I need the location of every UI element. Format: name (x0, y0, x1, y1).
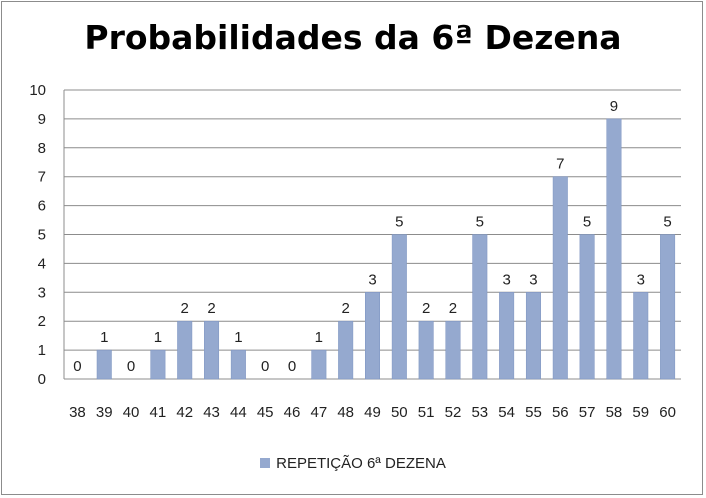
x-tick-label: 57 (579, 404, 596, 421)
x-tick-label: 40 (123, 404, 140, 421)
data-label: 9 (610, 98, 618, 115)
x-tick-label: 56 (552, 404, 569, 421)
data-label: 2 (181, 300, 189, 317)
data-labels: 0 1 0 1 2 2 1 0 0 1 2 3 5 2 2 5 3 3 7 5 9 3 5 (73, 98, 672, 375)
data-label: 3 (637, 271, 645, 288)
x-tick-label: 54 (498, 404, 515, 421)
legend: REPETIÇÃO 6ª DEZENA (0, 455, 706, 472)
x-tick-label: 47 (311, 404, 328, 421)
data-label: 7 (556, 156, 564, 173)
y-tick-label: 9 (38, 111, 46, 128)
bars (96, 118, 676, 380)
data-label: 0 (261, 358, 269, 375)
x-tick-label: 41 (150, 404, 167, 421)
x-axis-ticks: 38 39 40 41 42 43 44 45 46 47 48 49 50 51 52 53 54 55 56 57… (69, 404, 676, 421)
x-tick-label: 58 (606, 404, 623, 421)
bar (230, 349, 246, 380)
bar (418, 320, 434, 380)
bar (606, 118, 622, 380)
data-label: 0 (73, 358, 81, 375)
data-label: 1 (100, 329, 108, 346)
bar (96, 349, 112, 380)
bar (660, 234, 676, 380)
bar (552, 176, 568, 380)
data-label: 5 (583, 214, 591, 231)
x-tick-label: 53 (471, 404, 488, 421)
x-tick-label: 48 (337, 404, 354, 421)
x-tick-label: 55 (525, 404, 542, 421)
data-label: 2 (449, 300, 457, 317)
x-tick-label: 39 (96, 404, 113, 421)
y-tick-label: 2 (38, 313, 46, 330)
bar (525, 292, 541, 380)
bar (579, 234, 595, 380)
x-tick-label: 59 (632, 404, 649, 421)
data-label: 2 (207, 300, 215, 317)
x-tick-label: 52 (445, 404, 462, 421)
bar (472, 234, 488, 380)
data-label: 2 (422, 300, 430, 317)
x-tick-label: 45 (257, 404, 274, 421)
bar (338, 320, 354, 380)
bar (365, 292, 380, 380)
x-tick-label: 46 (284, 404, 301, 421)
data-label: 3 (502, 271, 510, 288)
bar (150, 349, 166, 380)
bar (311, 349, 327, 380)
y-tick-label: 7 (38, 169, 46, 186)
y-tick-label: 4 (38, 255, 46, 272)
bar (177, 320, 193, 380)
bar (633, 292, 649, 380)
y-tick-label: 1 (38, 342, 46, 359)
data-label: 3 (529, 271, 537, 288)
data-label: 3 (368, 271, 376, 288)
x-tick-label: 44 (230, 404, 247, 421)
y-tick-label: 8 (38, 140, 46, 157)
y-tick-label: 5 (38, 227, 46, 244)
x-tick-label: 60 (659, 404, 676, 421)
x-tick-label: 50 (391, 404, 408, 421)
y-tick-label: 10 (29, 82, 46, 99)
y-axis-ticks: 0 1 2 3 4 5 6 7 8 9 10 (29, 82, 46, 388)
data-label: 5 (476, 214, 484, 231)
x-tick-label: 42 (176, 404, 193, 421)
legend-label: REPETIÇÃO 6ª DEZENA (276, 455, 446, 472)
y-tick-label: 3 (38, 284, 46, 301)
x-tick-label: 43 (203, 404, 220, 421)
data-label: 0 (127, 358, 135, 375)
y-tick-label: 6 (38, 198, 46, 215)
chart-title: Probabilidades da 6ª Dezena (84, 18, 622, 57)
y-tick-label: 0 (38, 371, 46, 388)
grid-lines (63, 89, 681, 380)
data-label: 5 (395, 214, 403, 231)
data-label: 5 (663, 214, 671, 231)
x-tick-label: 51 (418, 404, 435, 421)
x-tick-label: 38 (69, 404, 86, 421)
bar (499, 292, 515, 380)
bar (445, 320, 461, 380)
data-label: 0 (288, 358, 296, 375)
bar (391, 234, 407, 380)
data-label: 1 (315, 329, 323, 346)
data-label: 1 (154, 329, 162, 346)
x-tick-label: 49 (364, 404, 381, 421)
bar (204, 320, 220, 380)
legend-swatch (260, 458, 271, 469)
data-label: 1 (234, 329, 242, 346)
data-label: 2 (342, 300, 350, 317)
